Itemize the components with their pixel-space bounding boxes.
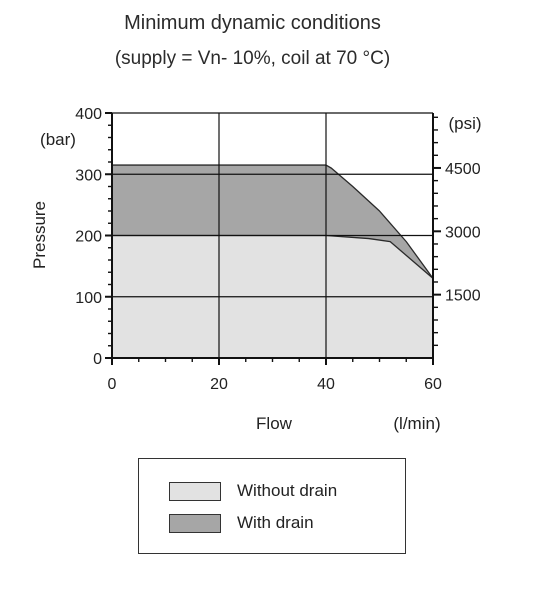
x-tick-label-60: 60 — [424, 376, 442, 393]
legend: Without drain With drain — [138, 458, 406, 554]
x-tick-label-40: 40 — [317, 376, 335, 393]
legend-label-with-drain: With drain — [237, 513, 314, 532]
legend-swatch-without-drain — [169, 481, 221, 501]
area-layer — [111, 164, 434, 359]
y2-tick-label-3000: 3000 — [445, 224, 481, 241]
x-tick-label-0: 0 — [108, 376, 117, 393]
legend-item-with-drain: With drain — [169, 511, 314, 535]
legend-swatch-with-drain — [169, 513, 221, 533]
legend-label-without-drain: Without drain — [237, 481, 338, 500]
x-axis-label: Flow — [256, 414, 293, 433]
x-tick-label-20: 20 — [210, 376, 228, 393]
y-unit-label: (bar) — [40, 130, 76, 149]
y-tick-label-200: 200 — [75, 229, 102, 246]
label-layer: (bar) (psi) Pressure Flow (l/min) — [30, 114, 482, 433]
axes-layer: 0 100 200 300 400 0 20 40 60 1500 3000 4500 — [75, 106, 480, 393]
y-tick-label-300: 300 — [75, 167, 102, 184]
y2-unit-label: (psi) — [448, 114, 481, 133]
y-axis-label: Pressure — [30, 201, 49, 269]
legend-item-without-drain: Without drain — [169, 479, 337, 503]
y-tick-label-400: 400 — [75, 106, 102, 123]
y2-tick-label-4500: 4500 — [445, 161, 481, 178]
x-unit-label: (l/min) — [393, 414, 440, 433]
chart-subtitle: (supply = Vn- 10%, coil at 70 °C) — [114, 48, 391, 69]
y-tick-label-100: 100 — [75, 290, 102, 307]
y-tick-label-0: 0 — [93, 351, 102, 368]
chart-title: Minimum dynamic conditions — [124, 12, 381, 34]
y2-tick-label-1500: 1500 — [445, 288, 481, 305]
